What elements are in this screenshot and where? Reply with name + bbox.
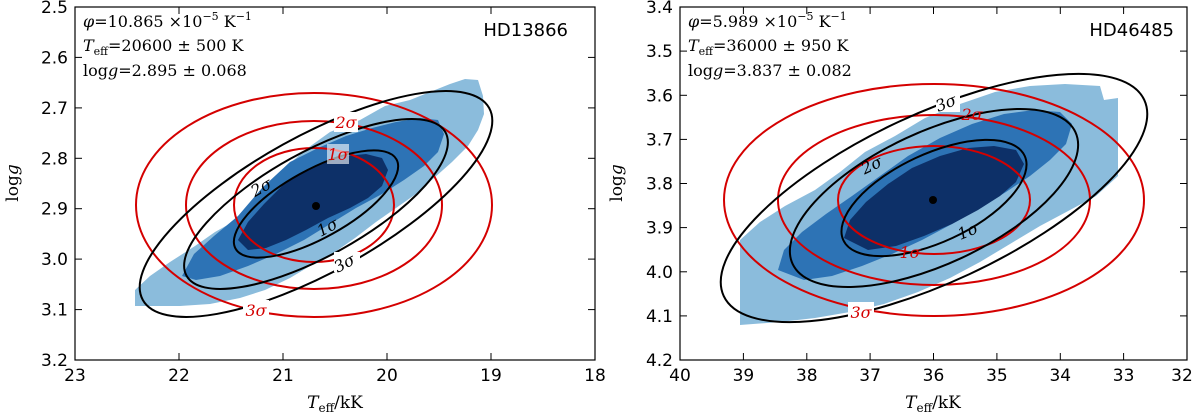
y-tick-label: 3.4 (646, 0, 673, 18)
filled-regions (135, 79, 484, 306)
teff-annotation: Teff=20600 ± 500 K (83, 36, 245, 58)
x-ticks (679, 7, 1188, 360)
y-tick-label: 3.9 (646, 219, 673, 239)
y-tick-label: 2.6 (41, 48, 68, 68)
star-name: HD46485 (1089, 20, 1174, 41)
x-tick-label: 36 (923, 366, 945, 386)
black-ellipse-3sigma (719, 72, 1149, 324)
best-fit-point (312, 202, 320, 210)
logg-annotation: logg=2.895 ± 0.068 (83, 61, 247, 80)
x-axis-label: Teff/kK (905, 393, 961, 415)
red-ellipse-1sigma (837, 145, 1031, 255)
y-tick-labels: 3.4 3.5 3.6 3.7 3.8 3.9 4.0 4.1 4.2 (646, 0, 673, 371)
red-label-3sigma: 3σ (850, 303, 872, 322)
x-tick-label: 37 (859, 366, 881, 386)
x-tick-label: 20 (376, 366, 398, 386)
y-tick-label: 3.6 (646, 86, 673, 106)
y-tick-label: 2.5 (41, 0, 68, 18)
phi-annotation: φ=10.865 ×10−5 K−1 (83, 10, 252, 31)
red-ellipses (135, 92, 493, 318)
y-ticks (75, 6, 595, 361)
sigma-labels: 3σ 2σ 2σ 1σ 1σ 3σ (848, 90, 984, 322)
red-ellipse-2sigma (185, 120, 443, 290)
x-ticks (74, 7, 596, 360)
y-tick-label: 4.1 (646, 307, 673, 327)
y-tick-label: 2.7 (41, 99, 68, 119)
y-tick-label: 3.7 (646, 130, 673, 150)
black-ellipse-2sigma (183, 118, 449, 290)
x-tick-label: 21 (272, 366, 294, 386)
y-tick-label: 2.9 (41, 200, 68, 220)
y-tick-label: 2.8 (41, 149, 68, 169)
plot-frame (74, 6, 596, 361)
red-ellipse-1sigma (233, 147, 395, 263)
x-tick-label: 23 (64, 366, 86, 386)
x-axis-label: Teff/kK (307, 393, 363, 415)
x-tick-label: 18 (584, 366, 606, 386)
y-tick-labels: 2.5 2.6 2.7 2.8 2.9 3.0 3.1 3.2 (41, 0, 68, 371)
panel-hd13866: 2σ 1σ 3σ 2σ 1σ 3σ 23 22 21 20 (3, 0, 606, 415)
teff-annotation: Teff=36000 ± 950 K (688, 36, 850, 58)
y-tick-label: 3.2 (41, 351, 68, 371)
y-tick-label: 4.2 (646, 351, 673, 371)
logg-annotation: logg=3.837 ± 0.082 (688, 61, 852, 80)
black-ellipse-2sigma (788, 107, 1080, 289)
red-label-1sigma: 1σ (327, 145, 349, 164)
y-ticks (680, 6, 1187, 361)
y-tick-label: 3.5 (646, 42, 673, 62)
red-label-3sigma: 3σ (245, 301, 267, 320)
y-tick-label: 3.0 (41, 250, 68, 270)
x-tick-label: 40 (669, 366, 691, 386)
star-name: HD13866 (483, 20, 568, 41)
panel-hd46485: 3σ 2σ 2σ 1σ 1σ 3σ 40 39 38 37 36 (607, 0, 1193, 415)
red-ellipse-3sigma (723, 83, 1145, 317)
x-tick-label: 32 (1171, 366, 1193, 386)
x-tick-label: 34 (1049, 366, 1071, 386)
y-tick-label: 4.0 (646, 263, 673, 283)
x-tick-labels: 23 22 21 20 19 18 (64, 366, 606, 386)
x-tick-label: 38 (796, 366, 818, 386)
y-tick-label: 3.1 (41, 301, 68, 321)
sigma-labels: 2σ 1σ 3σ 2σ 1σ 3σ (243, 112, 360, 320)
black-ellipse-1sigma (232, 149, 400, 259)
y-axis-label: logg (607, 164, 627, 202)
x-tick-label: 22 (168, 366, 190, 386)
best-fit-point (929, 196, 937, 204)
red-ellipse-3sigma (135, 92, 493, 318)
x-tick-label: 39 (733, 366, 755, 386)
x-tick-labels: 40 39 38 37 36 35 34 33 32 (669, 366, 1193, 386)
x-tick-label: 19 (480, 366, 502, 386)
y-tick-label: 3.8 (646, 175, 673, 195)
y-axis-label: logg (3, 164, 23, 202)
red-ellipses (723, 83, 1145, 317)
red-label-2sigma: 2σ (960, 105, 983, 124)
red-label-2sigma: 2σ (334, 113, 357, 132)
x-tick-label: 33 (1113, 366, 1135, 386)
x-tick-label: 35 (986, 366, 1008, 386)
black-ellipse-1sigma (840, 138, 1028, 258)
red-label-1sigma: 1σ (899, 243, 921, 262)
black-ellipses (719, 72, 1149, 324)
filled-region-1sigma (238, 154, 388, 250)
phi-annotation: φ=5.989 ×10−5 K−1 (688, 10, 847, 31)
